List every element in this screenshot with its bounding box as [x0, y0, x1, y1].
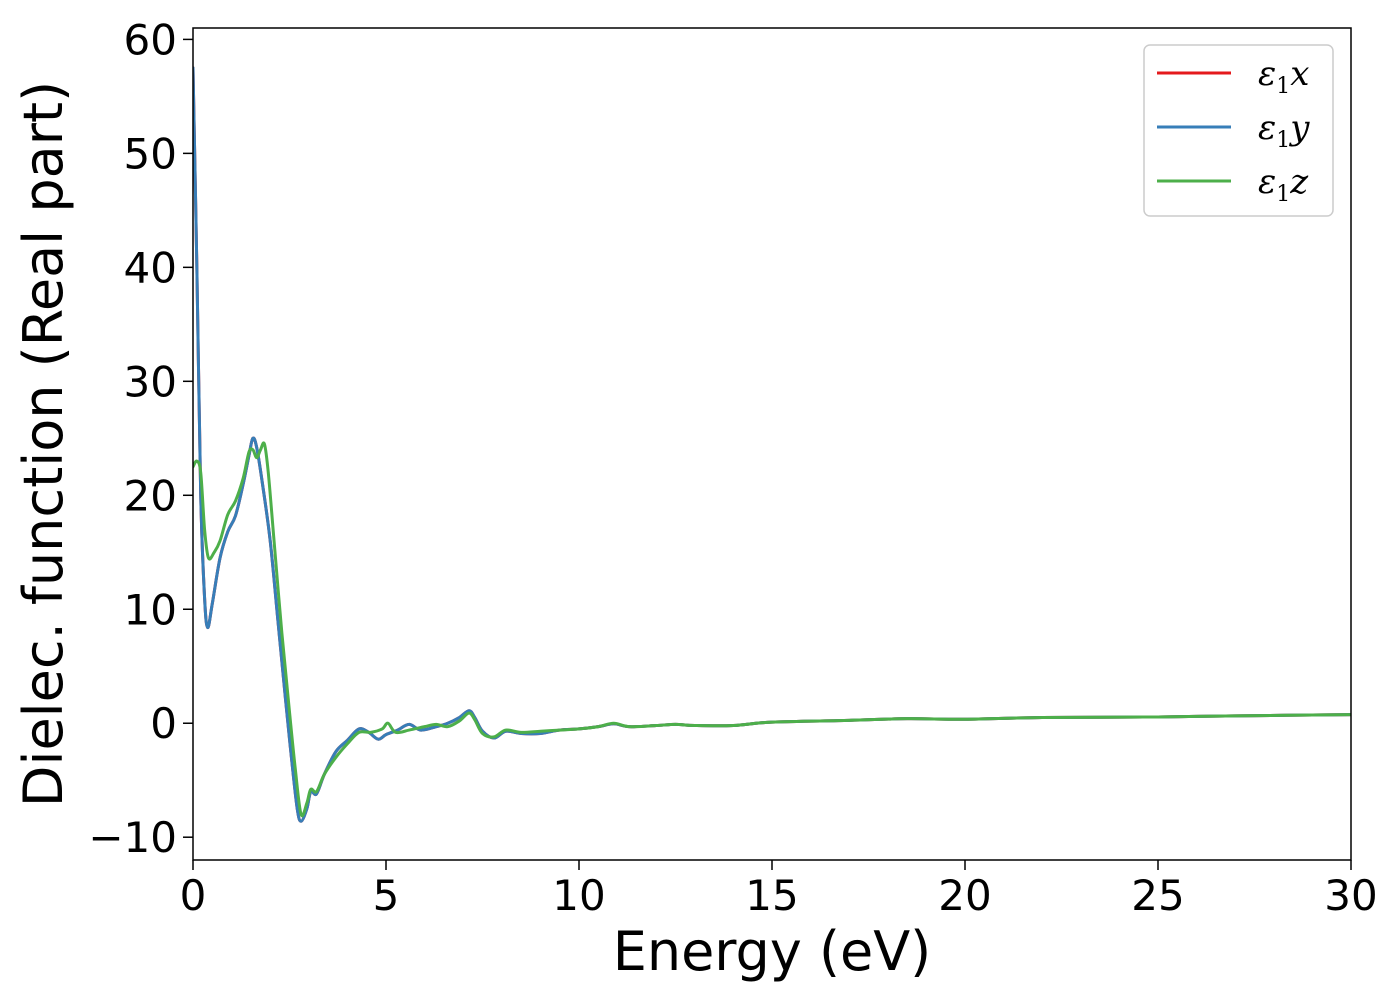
y-tick-label: −10: [88, 813, 177, 862]
y-tick-label: 0: [150, 699, 177, 748]
y-tick-label: 20: [124, 471, 177, 520]
y-axis-ticks: −10 0 10 20 30 40 50 60: [88, 15, 193, 862]
y-tick-label: 40: [124, 243, 177, 292]
y-tick-label: 30: [124, 357, 177, 406]
legend-label-z: ε1z: [1258, 162, 1309, 207]
series-layer: [193, 66, 1351, 823]
legend-label-x: ε1x: [1258, 54, 1309, 99]
series-line-z: [193, 441, 1351, 818]
y-tick-label: 60: [124, 15, 177, 64]
x-axis-label: Energy (eV): [613, 920, 932, 983]
legend-box: [1143, 44, 1334, 217]
x-tick-label: 10: [552, 871, 605, 920]
x-tick-label: 5: [373, 871, 400, 920]
x-tick-label: 25: [1131, 871, 1184, 920]
x-tick-label: 30: [1324, 871, 1377, 920]
x-axis-ticks: 0 5 10 15 20 25 30: [180, 860, 1378, 920]
x-tick-label: 0: [180, 871, 207, 920]
y-tick-label: 50: [124, 129, 177, 178]
y-axis-label: Dielec. function (Real part): [12, 81, 75, 807]
y-tick-label: 10: [124, 585, 177, 634]
x-tick-label: 15: [745, 871, 798, 920]
x-tick-label: 20: [938, 871, 991, 920]
legend-label-y: ε1y: [1258, 108, 1310, 153]
legend: ε1x ε1y ε1z: [1143, 44, 1334, 217]
